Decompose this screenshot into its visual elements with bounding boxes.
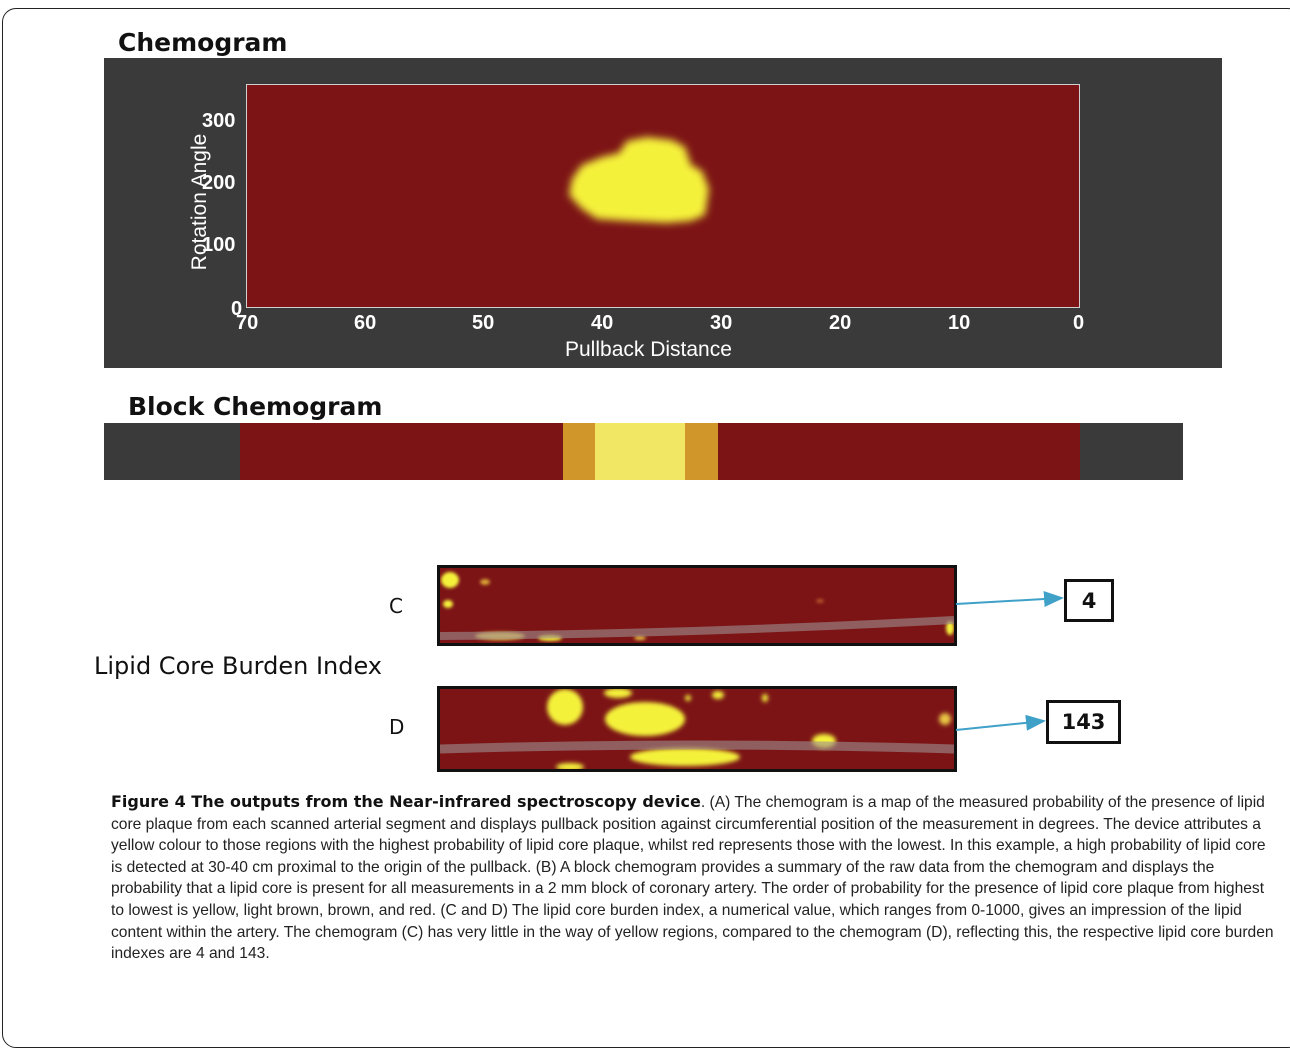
x-tick-30: 30: [710, 312, 733, 334]
chemogram-d: [437, 686, 957, 772]
chemogram-heatmap: [569, 137, 709, 223]
y-tick-0: 0: [231, 298, 243, 320]
chemogram-d-guidewire: [440, 740, 954, 754]
y-tick-100: 100: [202, 234, 236, 256]
block-light-brown-right: [685, 423, 719, 480]
lcbi-title: Lipid Core Burden Index: [94, 652, 383, 680]
chemogram-d-map: [440, 689, 954, 769]
x-tick-40: 40: [591, 312, 614, 334]
block-red-right: [718, 423, 1080, 480]
block-chemogram-title: Block Chemogram: [128, 392, 383, 421]
chemogram-c-map: [440, 572, 954, 641]
x-axis-title: Pullback Distance: [565, 338, 732, 361]
y-tick-200: 200: [202, 172, 236, 194]
block-yellow: [595, 423, 686, 480]
block-red-left: [240, 423, 567, 480]
chemogram-title: Chemogram: [118, 28, 288, 57]
panel-c-label: C: [389, 594, 403, 618]
chemogram-c-guidewire: [440, 616, 954, 640]
x-tick-60: 60: [354, 312, 377, 334]
caption-title: Figure 4 The outputs from the Near-infra…: [111, 792, 701, 811]
lcbi-d-box: 143: [1046, 700, 1121, 744]
caption-body: . (A) The chemogram is a map of the meas…: [111, 794, 1274, 963]
block-light-brown-left: [563, 423, 596, 480]
arrow-d: [955, 714, 1046, 731]
panel-d-label: D: [389, 715, 405, 739]
y-tick-300: 300: [202, 110, 236, 132]
lipid-core-region: [569, 137, 709, 223]
x-tick-70: 70: [236, 312, 259, 334]
x-tick-10: 10: [948, 312, 971, 334]
arrow-c: [955, 591, 1064, 608]
lcbi-c-box: 4: [1064, 579, 1114, 622]
x-tick-0: 0: [1073, 312, 1085, 334]
chemogram-c: [437, 565, 957, 646]
block-chemogram-bar: [104, 423, 1183, 480]
figure-caption: Figure 4 The outputs from the Near-infra…: [111, 791, 1279, 965]
lcbi-arrows: [955, 591, 1064, 731]
x-tick-20: 20: [829, 312, 852, 334]
chemogram-plot: [246, 84, 1080, 308]
x-tick-50: 50: [472, 312, 495, 334]
y-axis-title: Rotation Angle: [188, 133, 211, 271]
